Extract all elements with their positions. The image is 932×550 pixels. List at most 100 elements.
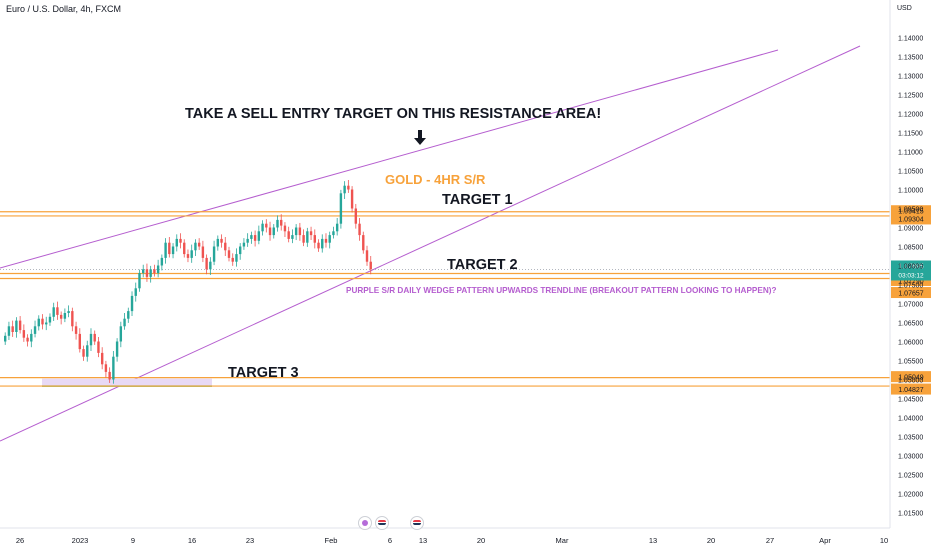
- candle-body: [67, 311, 70, 313]
- candle-body: [246, 238, 249, 243]
- level-price-tag-label: 1.05049: [898, 374, 923, 381]
- candle-body: [224, 242, 227, 251]
- candle-body: [339, 193, 343, 224]
- down-arrow-icon: [414, 130, 426, 145]
- candle-body: [149, 269, 152, 277]
- candle-body: [343, 185, 346, 194]
- candle-body: [179, 238, 182, 243]
- candle-body: [194, 242, 197, 251]
- price-tick-label: 1.02500: [898, 473, 923, 480]
- candle-body: [63, 313, 67, 319]
- candle-body: [130, 295, 134, 312]
- candle-body: [354, 208, 358, 224]
- us-flag-icon[interactable]: [410, 516, 424, 530]
- candle-body: [138, 273, 141, 289]
- candle-body: [212, 246, 216, 262]
- level-price-tag-label: 1.09415: [898, 209, 923, 216]
- time-tick-label: 13: [649, 536, 657, 545]
- candles: [4, 180, 372, 384]
- candle-body: [26, 337, 29, 342]
- price-tick-label: 1.04000: [898, 416, 923, 423]
- candle-body: [45, 322, 48, 325]
- candle-body: [298, 227, 302, 236]
- candle-body: [216, 238, 220, 247]
- candle-body: [197, 242, 201, 247]
- time-tick-label: 20: [707, 536, 715, 545]
- candle-body: [283, 225, 287, 232]
- candle-body: [134, 288, 137, 296]
- wedge-lines: [0, 45, 861, 442]
- candle-body: [160, 257, 164, 266]
- candle-body: [209, 261, 212, 270]
- price-tick-label: 1.04500: [898, 397, 923, 404]
- candle-body: [201, 246, 205, 258]
- price-tick-label: 1.08000: [898, 264, 923, 271]
- countdown-label: 03:03:12: [898, 272, 924, 279]
- price-tick-label: 1.03500: [898, 435, 923, 442]
- lightning-icon[interactable]: [358, 516, 372, 530]
- candle-body: [306, 231, 309, 243]
- candle-body: [22, 330, 26, 338]
- candle-body: [112, 356, 115, 380]
- time-tick-label: 23: [246, 536, 254, 545]
- price-tick-label: 1.07500: [898, 283, 923, 290]
- candle-body: [86, 345, 89, 357]
- price-tick-label: 1.01500: [898, 511, 923, 518]
- candle-body: [156, 265, 160, 274]
- wedge-annotation: PURPLE S/R DAILY WEDGE PATTERN UPWARDS T…: [346, 286, 777, 295]
- level-price-tag-label: 1.07790: [898, 278, 923, 285]
- target3-annotation: TARGET 3: [228, 365, 299, 381]
- candle-body: [205, 257, 208, 270]
- symbol-title[interactable]: Euro / U.S. Dollar, 4h, FXCM: [6, 4, 122, 14]
- price-tick-label: 1.14000: [898, 36, 923, 43]
- price-tick-label: 1.08500: [898, 245, 923, 252]
- price-tick-label: 1.06000: [898, 340, 923, 347]
- time-tick-label: 27: [766, 536, 774, 545]
- price-tick-label: 1.09000: [898, 226, 923, 233]
- candle-body: [52, 307, 55, 317]
- target3-zone-box: [42, 378, 212, 387]
- time-tick-label: 9: [131, 536, 135, 545]
- candle-body: [4, 335, 7, 342]
- candle-body: [183, 242, 186, 255]
- candle-body: [89, 333, 93, 346]
- last-price-tag: [891, 260, 931, 281]
- candle-body: [324, 238, 328, 243]
- level-price-tag-label: 1.04827: [898, 387, 923, 394]
- candle-body: [242, 242, 246, 247]
- us-flag-icon[interactable]: [375, 516, 389, 530]
- candle-body: [309, 231, 313, 236]
- level-price-tag: [891, 205, 931, 217]
- price-tick-label: 1.07000: [898, 302, 923, 309]
- price-tick-label: 1.13000: [898, 74, 923, 81]
- candle-body: [164, 242, 167, 258]
- candle-body: [280, 219, 283, 226]
- price-tick-label: 1.12500: [898, 93, 923, 100]
- candle-body: [328, 235, 331, 243]
- currency-label: USD: [897, 5, 912, 12]
- time-tick-label: 6: [388, 536, 392, 545]
- last-price-tag-label: 1.07895: [898, 263, 923, 270]
- target1-annotation: TARGET 1: [442, 192, 513, 208]
- candle-body: [276, 219, 279, 228]
- level-price-tag-label: 1.09304: [898, 217, 923, 224]
- time-tick-label: 26: [16, 536, 24, 545]
- candle-body: [235, 254, 238, 262]
- candle-body: [127, 311, 130, 319]
- time-tick-label: Apr: [819, 536, 831, 545]
- candle-body: [190, 250, 193, 258]
- time-tick-label: 13: [419, 536, 427, 545]
- time-tick-label: Mar: [556, 536, 569, 545]
- candle-body: [7, 326, 11, 336]
- candle-body: [220, 238, 223, 243]
- candle-body: [33, 326, 37, 334]
- candle-body: [78, 333, 81, 350]
- price-tick-label: 1.11000: [898, 150, 923, 157]
- price-tick-label: 1.05000: [898, 378, 923, 385]
- level-price-tag: [891, 383, 931, 395]
- candle-body: [115, 341, 119, 357]
- candle-body: [253, 235, 257, 241]
- wedge-lower-line: [0, 45, 861, 442]
